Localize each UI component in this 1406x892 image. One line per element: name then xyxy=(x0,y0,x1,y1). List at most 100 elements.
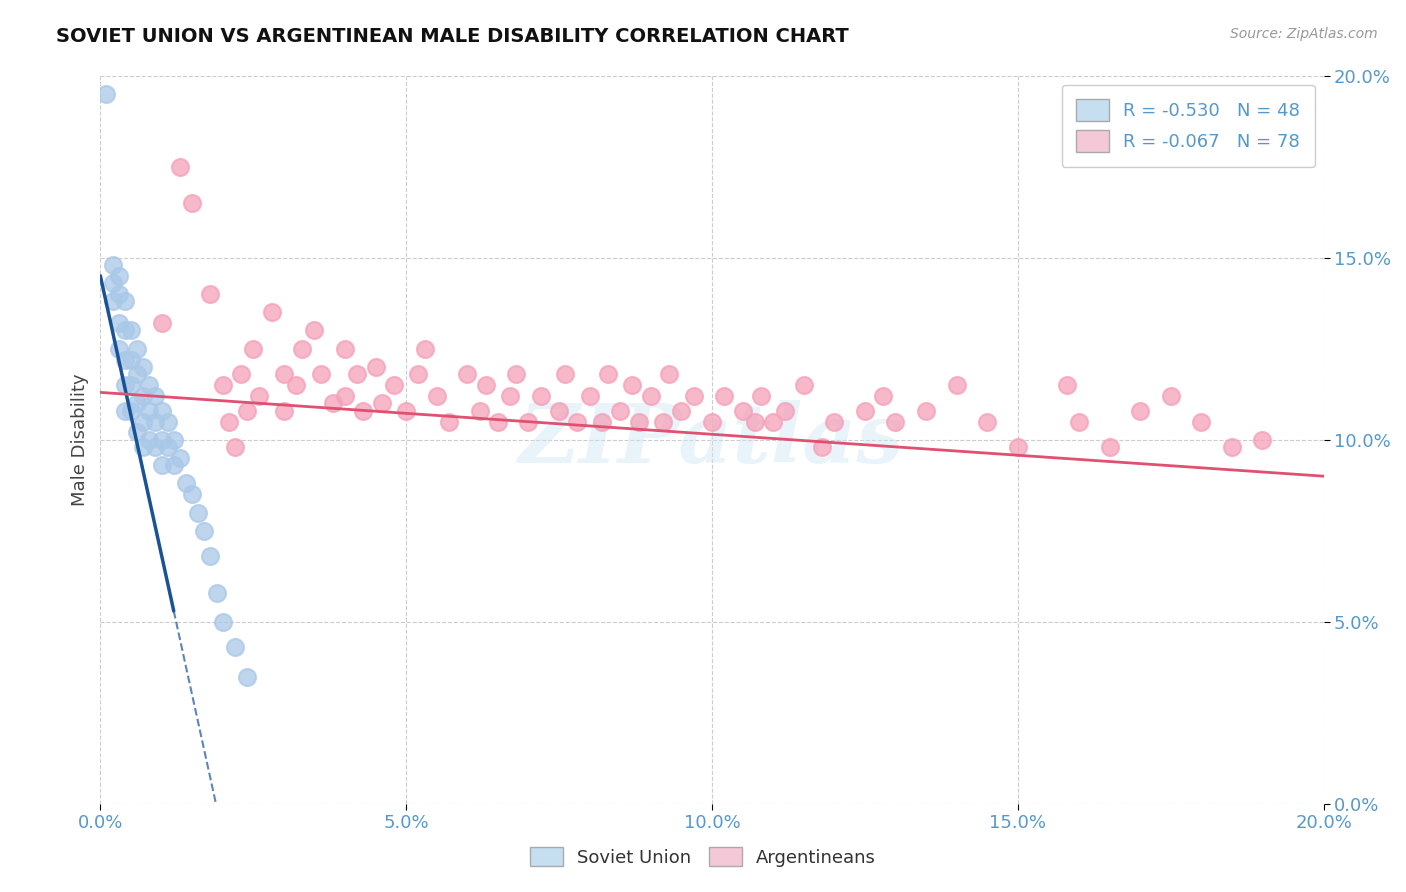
Point xyxy=(132,389,155,403)
Point xyxy=(145,440,167,454)
Point xyxy=(107,268,129,283)
Point xyxy=(333,389,356,403)
Point xyxy=(426,389,449,403)
Point xyxy=(1007,440,1029,454)
Point xyxy=(236,403,259,417)
Point xyxy=(156,440,179,454)
Point xyxy=(138,433,160,447)
Point xyxy=(304,323,326,337)
Point xyxy=(609,403,631,417)
Point xyxy=(181,487,204,501)
Point xyxy=(120,378,142,392)
Point xyxy=(224,640,246,655)
Point xyxy=(107,316,129,330)
Point xyxy=(211,615,233,629)
Point xyxy=(793,378,815,392)
Point xyxy=(352,403,374,417)
Point xyxy=(96,87,118,101)
Point xyxy=(554,367,576,381)
Text: ZIPatlas: ZIPatlas xyxy=(519,400,904,480)
Point xyxy=(811,440,834,454)
Point xyxy=(101,294,124,309)
Y-axis label: Male Disability: Male Disability xyxy=(72,374,89,506)
Legend: Soviet Union, Argentineans: Soviet Union, Argentineans xyxy=(523,840,883,874)
Point xyxy=(150,316,173,330)
Point xyxy=(101,276,124,290)
Point xyxy=(125,367,148,381)
Point xyxy=(205,585,228,599)
Point xyxy=(346,367,368,381)
Point xyxy=(474,378,496,392)
Point xyxy=(499,389,522,403)
Point xyxy=(120,352,142,367)
Point xyxy=(114,403,136,417)
Point xyxy=(749,389,772,403)
Point xyxy=(468,403,491,417)
Point xyxy=(578,389,600,403)
Point xyxy=(229,367,252,381)
Point xyxy=(652,415,675,429)
Legend: R = -0.530   N = 48, R = -0.067   N = 78: R = -0.530 N = 48, R = -0.067 N = 78 xyxy=(1062,85,1315,167)
Point xyxy=(596,367,619,381)
Point xyxy=(976,415,998,429)
Point xyxy=(1220,440,1243,454)
Point xyxy=(273,403,295,417)
Point xyxy=(132,359,155,374)
Point xyxy=(591,415,613,429)
Point xyxy=(915,403,938,417)
Point xyxy=(224,440,246,454)
Point xyxy=(945,378,967,392)
Point xyxy=(621,378,644,392)
Point xyxy=(456,367,478,381)
Point xyxy=(260,305,283,319)
Point xyxy=(193,524,215,538)
Point xyxy=(107,287,129,301)
Point xyxy=(273,367,295,381)
Point xyxy=(517,415,540,429)
Point xyxy=(884,415,907,429)
Point xyxy=(872,389,894,403)
Point xyxy=(247,389,270,403)
Point xyxy=(169,450,191,465)
Point xyxy=(211,378,233,392)
Point xyxy=(1098,440,1121,454)
Point xyxy=(1056,378,1078,392)
Point xyxy=(114,323,136,337)
Point xyxy=(671,403,693,417)
Point xyxy=(132,440,155,454)
Point xyxy=(145,415,167,429)
Point xyxy=(200,287,222,301)
Point xyxy=(762,415,785,429)
Text: Source: ZipAtlas.com: Source: ZipAtlas.com xyxy=(1230,27,1378,41)
Point xyxy=(505,367,527,381)
Point xyxy=(1189,415,1212,429)
Point xyxy=(285,378,308,392)
Point xyxy=(395,403,418,417)
Point xyxy=(101,258,124,272)
Text: SOVIET UNION VS ARGENTINEAN MALE DISABILITY CORRELATION CHART: SOVIET UNION VS ARGENTINEAN MALE DISABIL… xyxy=(56,27,849,45)
Point xyxy=(744,415,766,429)
Point xyxy=(145,389,167,403)
Point xyxy=(700,415,723,429)
Point xyxy=(163,433,186,447)
Point xyxy=(114,378,136,392)
Point xyxy=(138,378,160,392)
Point xyxy=(236,669,259,683)
Point xyxy=(163,458,186,473)
Point xyxy=(486,415,509,429)
Point xyxy=(138,403,160,417)
Point xyxy=(530,389,553,403)
Point xyxy=(382,378,405,392)
Point xyxy=(156,415,179,429)
Point xyxy=(370,396,392,410)
Point xyxy=(309,367,332,381)
Point xyxy=(775,403,797,417)
Point xyxy=(731,403,754,417)
Point xyxy=(408,367,430,381)
Point xyxy=(823,415,845,429)
Point xyxy=(200,549,222,564)
Point xyxy=(187,506,209,520)
Point xyxy=(853,403,876,417)
Point xyxy=(150,458,173,473)
Point xyxy=(132,415,155,429)
